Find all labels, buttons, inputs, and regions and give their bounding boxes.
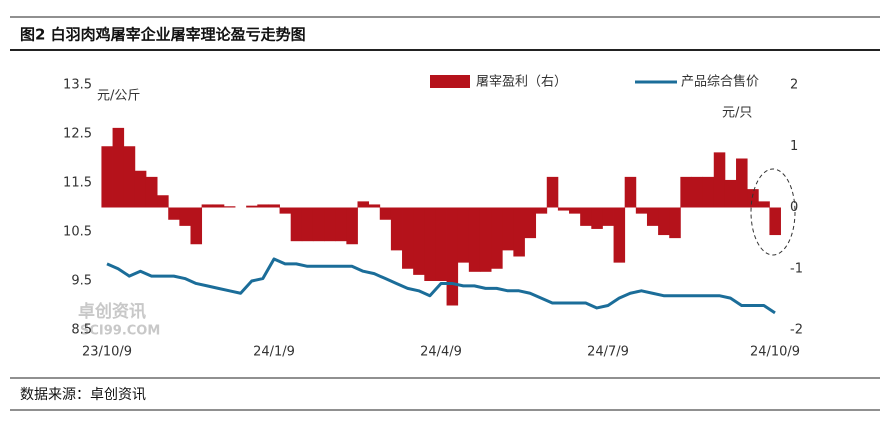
x-tick-label: 23/10/9 [82,345,132,360]
y2-tick-label: 1 [790,139,798,154]
watermark: 卓创资讯 [78,301,146,322]
y2-unit: 元/只 [722,106,752,121]
legend-label: 产品综合售价 [681,74,759,90]
bar [357,201,370,208]
y-tick-label: 9.5 [71,274,92,289]
bar [190,207,203,245]
bar [580,207,592,226]
bar [290,207,303,242]
bar [168,207,180,220]
bar [713,152,726,208]
bar [112,127,125,208]
bar [335,207,347,242]
bar [569,207,581,214]
y-tick-label: 12.5 [63,127,92,142]
bar [457,207,470,263]
x-tick-label: 24/1/9 [253,345,295,360]
bar [413,207,425,275]
y-tick-label: 11.5 [63,176,92,191]
bar [535,207,548,214]
bar [402,207,414,269]
bar [758,201,770,208]
bar [301,207,314,242]
bar [201,204,214,208]
x-tick-label: 24/7/9 [587,345,629,360]
bar [279,207,292,214]
bar [312,207,325,242]
bar [257,204,269,208]
bar [691,176,704,208]
bar [524,207,537,239]
y-tick-label: 10.5 [63,225,92,240]
legend-label: 屠宰盈利（右） [476,74,567,90]
bar [424,207,436,281]
bar [635,207,648,214]
bar [736,158,748,208]
bar [491,207,503,269]
bar [446,207,459,306]
bar [179,207,191,226]
bar [223,206,236,208]
bar [134,170,147,208]
bar [513,207,525,257]
bar [591,207,603,229]
x-tick-label: 24/10/9 [750,345,800,360]
bar [769,207,781,236]
bar [658,207,670,236]
bar [435,207,447,281]
y-tick-label: 8.5 [71,323,92,338]
bar [390,207,403,251]
bar [646,207,659,226]
bar [346,207,358,245]
bar [680,176,692,208]
y-tick-label: 13.5 [63,78,92,93]
source-note: 数据来源：卓创资讯 [20,387,146,403]
bar [246,205,258,208]
x-tick-label: 24/4/9 [420,345,462,360]
bar [101,146,113,208]
bar [145,176,158,208]
y2-tick-label: -1 [790,261,803,276]
bar [747,189,759,208]
bar [557,207,570,211]
bar [502,207,514,251]
bar [368,204,381,208]
bar [602,207,614,226]
bar [468,207,481,272]
bar [268,204,280,208]
y2-tick-label: 0 [790,200,798,215]
highlight-ellipse [750,168,796,256]
bar [613,207,626,263]
bar [702,176,715,208]
bar [724,179,737,208]
legend-swatch [430,75,470,88]
y-unit: 元/公斤 [97,89,140,104]
bar [669,207,681,239]
chart-title: 图2 白羽肉鸡屠宰企业屠宰理论盈亏走势图 [20,26,306,44]
line [106,257,776,315]
bar [479,207,492,272]
y2-tick-label: -2 [790,323,803,338]
bar [379,207,392,220]
bar [324,207,336,242]
bar [123,146,136,208]
bar [546,176,559,208]
bar [157,195,169,208]
watermark: SCI99.COM [80,324,160,339]
bar [212,204,225,208]
y2-tick-label: 2 [790,78,798,93]
plot: 8.5 9.5 10.5 11.5 12.5 13.5 -2 -1 0 1 2 23/10/9 24/1… [63,78,803,360]
bar [624,176,637,208]
